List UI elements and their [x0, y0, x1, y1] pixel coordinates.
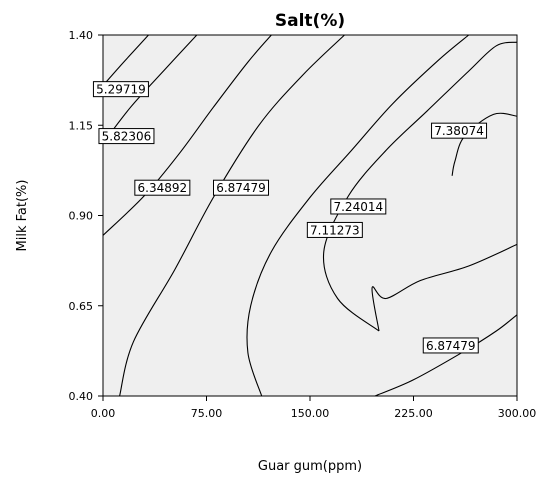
x-tick-label: 0.00 [91, 407, 116, 420]
x-tick-label: 75.00 [191, 407, 223, 420]
contour-label-0: 5.29719 [92, 81, 149, 98]
y-tick-label: 0.65 [69, 300, 94, 313]
contour-label-box [98, 128, 155, 145]
contour-label-box [306, 221, 363, 238]
contour-label-text: 7.11273 [310, 223, 360, 237]
contour-label-box [431, 122, 488, 139]
contour-label-text: 6.87479 [426, 339, 476, 353]
contour-label-6: 7.38074 [431, 122, 488, 139]
contour-label-text: 7.24014 [333, 200, 383, 214]
contour-label-box [330, 198, 387, 215]
y-axis-ticks: 0.40 0.65 0.90 1.15 1.40 [69, 29, 103, 403]
contour-line-5 [322, 41, 518, 332]
contour-label-box [213, 179, 269, 196]
contour-line-3 [119, 34, 345, 397]
contour-label-2: 6.34892 [134, 179, 191, 196]
contour-line-4 [246, 34, 470, 397]
contour-label-box [422, 337, 479, 354]
contour-label-8: 6.87479 [422, 337, 479, 354]
contour-label-box [134, 179, 191, 196]
y-tick-label: 1.40 [69, 29, 94, 42]
y-tick-label: 0.90 [69, 210, 94, 223]
contour-line-7 [371, 243, 518, 332]
y-tick-label: 0.40 [69, 390, 94, 403]
contour-label-text: 6.87479 [216, 181, 266, 195]
y-tick-label: 1.15 [69, 119, 94, 132]
contour-label-text: 5.82306 [102, 130, 152, 144]
plot-area [102, 34, 518, 397]
contour-label-3: 6.87479 [213, 179, 269, 196]
contour-label-5: 7.24014 [330, 198, 387, 215]
contour-line-2 [102, 34, 272, 236]
contour-labels: 5.29719 5.82306 6.34892 6.87479 7.11273 7.240… [92, 81, 488, 354]
contour-label-box [92, 81, 149, 98]
contour-label-4: 7.11273 [306, 221, 363, 238]
y-axis-label: Milk Fat(%) [15, 180, 30, 252]
x-axis-ticks: 0.00 75.00 150.00 225.00 300.00 [91, 396, 537, 420]
x-tick-label: 150.00 [291, 407, 330, 420]
x-tick-label: 225.00 [394, 407, 433, 420]
x-axis-label: Guar gum(ppm) [258, 459, 362, 474]
contour-line-0 [102, 34, 149, 86]
contour-label-text: 5.29719 [96, 83, 146, 97]
chart-title: Salt(%) [275, 11, 345, 31]
contour-label-text: 7.38074 [434, 124, 484, 138]
contour-label-text: 6.34892 [138, 181, 188, 195]
x-tick-label: 300.00 [498, 407, 537, 420]
contour-label-1: 5.82306 [98, 128, 155, 145]
